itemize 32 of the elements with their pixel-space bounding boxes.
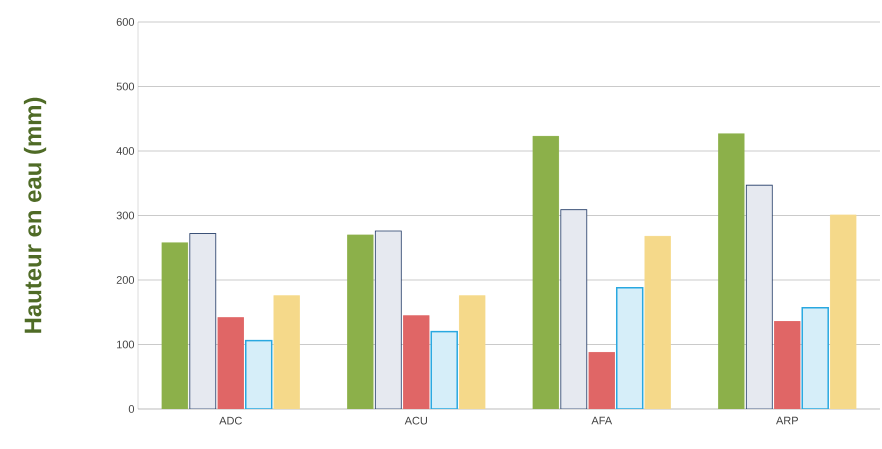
bar: [347, 234, 374, 409]
y-tick-label: 400: [116, 147, 134, 155]
bar: [746, 184, 773, 409]
x-tick-label: ACU: [404, 416, 427, 425]
bar: [403, 315, 430, 409]
y-tick-label: 0: [128, 405, 134, 413]
bar: [374, 230, 402, 409]
bar: [616, 286, 644, 409]
bar: [162, 242, 188, 409]
bar: [774, 321, 800, 409]
x-tick-label: AFA: [591, 416, 612, 424]
bar: [244, 340, 272, 409]
bar: [274, 295, 300, 409]
bar: [644, 236, 671, 409]
y-tick-label: 100: [117, 340, 134, 348]
bar: [801, 306, 829, 409]
bar: [588, 352, 615, 409]
bar: [459, 295, 486, 409]
bar: [430, 330, 458, 409]
y-tick-label: 200: [116, 276, 134, 284]
bar: [532, 136, 560, 409]
bar: [218, 317, 244, 409]
bar: [189, 233, 216, 409]
x-tick-label: ADC: [219, 416, 242, 425]
bar: [718, 133, 745, 409]
x-tick-label: ARP: [776, 416, 798, 424]
y-tick-label: 500: [116, 82, 134, 90]
bar: [560, 209, 588, 409]
y-tick-label: 300: [116, 212, 134, 220]
y-tick-label: 600: [116, 18, 134, 26]
bar: [830, 214, 856, 409]
y-axis-title: Hauteur en eau (mm): [24, 98, 46, 333]
